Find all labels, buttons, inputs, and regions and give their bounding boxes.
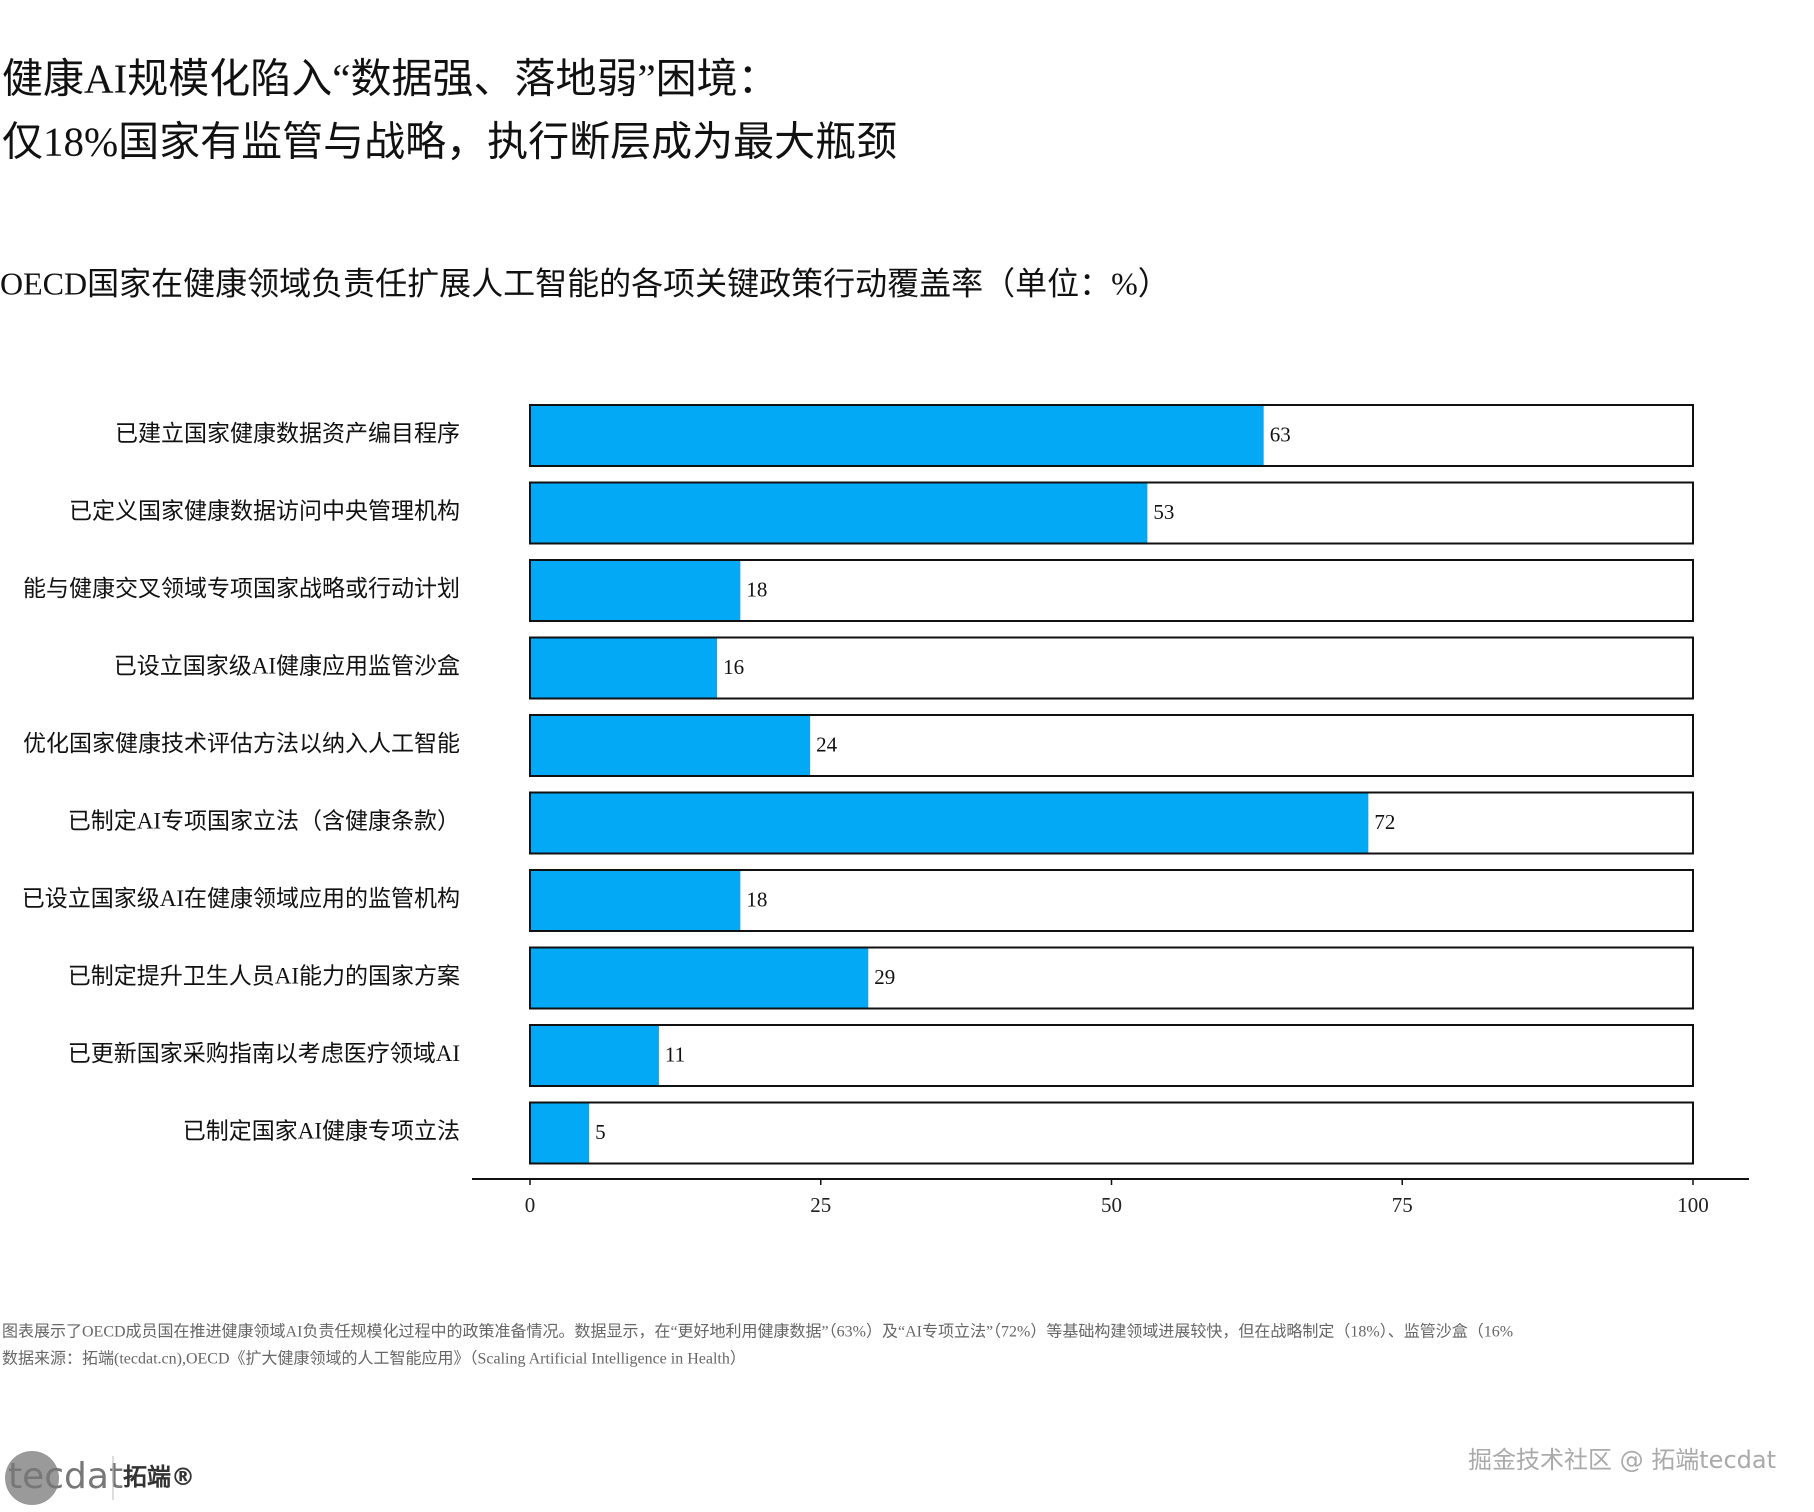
- x-tick-label: 75: [1392, 1193, 1413, 1217]
- y-tick-label: 已制定AI专项国家立法（含健康条款）: [68, 808, 460, 833]
- y-tick-label: 能与健康交叉领域专项国家战略或行动计划: [23, 576, 460, 601]
- bar: [531, 561, 741, 620]
- value-label: 24: [816, 732, 838, 756]
- y-tick-label: 已更新国家采购指南以考虑医疗领域AI: [68, 1041, 460, 1066]
- y-tick-label: 已设立国家级AI健康应用监管沙盒: [114, 653, 460, 678]
- y-tick-label: 优化国家健康技术评估方法以纳入人工智能: [23, 731, 460, 756]
- value-label: 72: [1374, 810, 1395, 834]
- value-label: 29: [874, 965, 895, 989]
- x-tick-label: 50: [1101, 1193, 1122, 1217]
- x-tick-label: 0: [525, 1193, 536, 1217]
- source-note: 数据来源：拓端(tecdat.cn),OECD《扩大健康领域的人工智能应用》（S…: [2, 1349, 746, 1368]
- footnote: 图表展示了OECD成员国在推进健康领域AI负责任规模化过程中的政策准备情况。数据…: [2, 1323, 1513, 1341]
- logo: tecdat: [8, 1456, 123, 1497]
- bar: [531, 1026, 659, 1085]
- value-label: 63: [1270, 422, 1291, 446]
- value-label: 18: [746, 887, 767, 911]
- bar-track: [529, 636, 1694, 700]
- x-tick-label: 25: [810, 1193, 831, 1217]
- y-tick-label: 已定义国家健康数据访问中央管理机构: [69, 498, 460, 523]
- bar: [531, 871, 741, 930]
- y-tick-label: 已制定提升卫生人员AI能力的国家方案: [68, 963, 460, 988]
- x-tick-label: 100: [1677, 1193, 1709, 1217]
- bar-track: [529, 1024, 1694, 1087]
- value-label: 5: [595, 1120, 606, 1144]
- value-label: 53: [1153, 500, 1174, 524]
- logo-circle: [5, 1451, 59, 1505]
- bar: [531, 716, 811, 775]
- value-label: 18: [746, 577, 767, 601]
- chart-title: 健康AI规模化陷入“数据强、落地弱”困境：: [2, 55, 779, 101]
- y-tick-label: 已设立国家级AI在健康领域应用的监管机构: [22, 886, 460, 911]
- chart-subtitle: OECD国家在健康领域负责任扩展人工智能的各项关键政策行动覆盖率（单位：%）: [0, 265, 1170, 301]
- bar: [531, 1103, 590, 1163]
- chart-title: 仅18%国家有监管与战略，执行断层成为最大瓶颈: [2, 118, 897, 164]
- value-label: 11: [665, 1042, 685, 1066]
- bar: [531, 406, 1264, 465]
- watermark: 掘金技术社区 @ 拓端tecdat: [1468, 1446, 1776, 1474]
- bar: [531, 483, 1148, 543]
- bar: [531, 948, 869, 1008]
- value-label: 16: [723, 655, 744, 679]
- y-tick-label: 已制定国家AI健康专项立法: [183, 1118, 460, 1143]
- bar: [531, 638, 718, 698]
- logo-cn: 拓端®: [123, 1463, 195, 1491]
- y-tick-label: 已建立国家健康数据资产编目程序: [115, 421, 460, 446]
- bar-track: [529, 1101, 1694, 1165]
- bar: [531, 793, 1369, 853]
